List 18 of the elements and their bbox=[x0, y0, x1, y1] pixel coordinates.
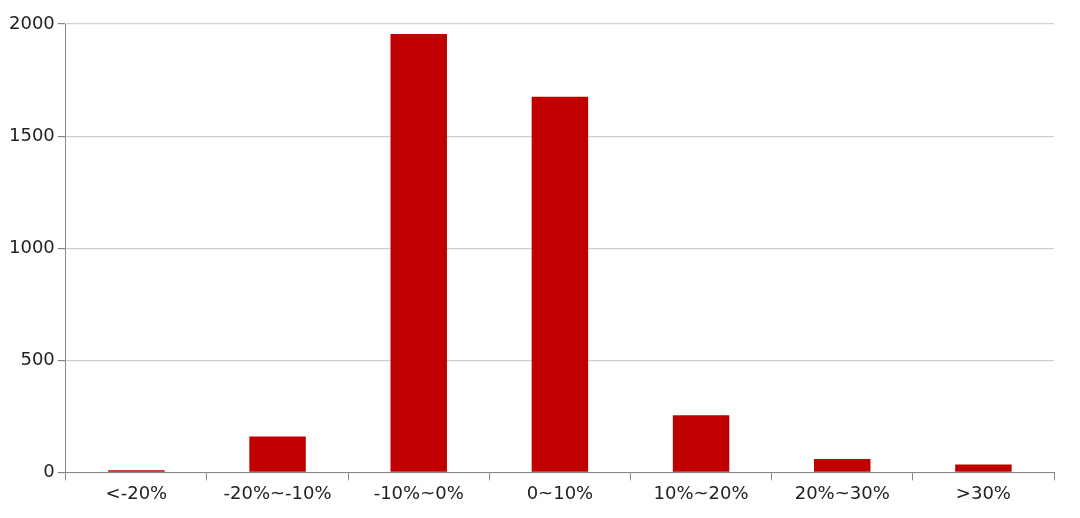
x-tick-label: 10%~20% bbox=[653, 481, 749, 503]
y-tick-label: 2000 bbox=[9, 11, 55, 33]
x-tick-label: 20%~30% bbox=[794, 481, 890, 503]
x-tick-label: -20%~-10% bbox=[223, 481, 332, 503]
x-tick-label: 0~10% bbox=[526, 481, 594, 503]
y-tick-label: 1500 bbox=[9, 123, 55, 145]
bar bbox=[390, 34, 447, 472]
x-tick-label: >30% bbox=[955, 481, 1011, 503]
bar bbox=[249, 436, 306, 472]
bar bbox=[814, 458, 871, 472]
y-tick-label: 1000 bbox=[9, 235, 55, 257]
y-tick-label: 500 bbox=[20, 347, 55, 369]
bar bbox=[955, 464, 1012, 472]
x-tick-label: -10%~0% bbox=[373, 481, 464, 503]
bar bbox=[531, 96, 589, 472]
x-tick-label: <-20% bbox=[105, 481, 168, 503]
y-tick-label: 0 bbox=[43, 460, 55, 482]
bar bbox=[672, 415, 730, 472]
